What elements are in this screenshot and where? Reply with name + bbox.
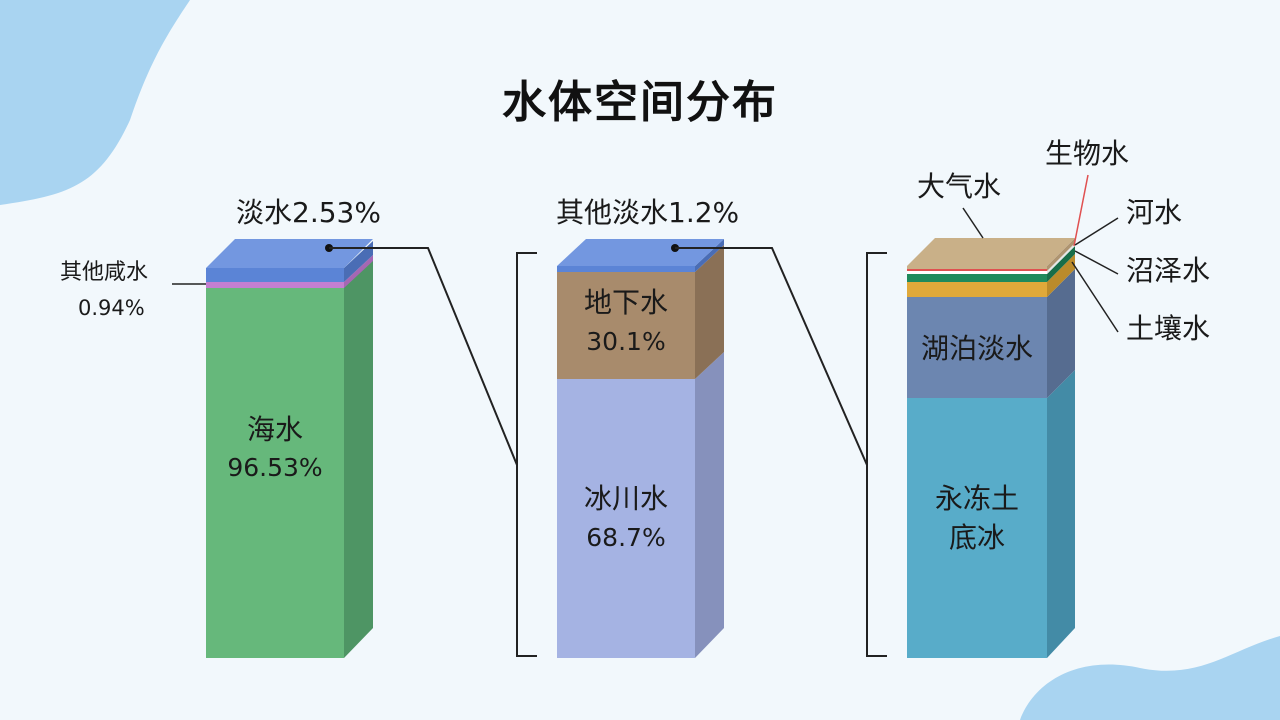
segment-other-saline-side <box>344 255 373 288</box>
label-sea-water-value: 96.53% <box>227 453 323 482</box>
label-glacier-name: 冰川水 <box>583 482 668 515</box>
label-permafrost-line1: 永冻土 <box>934 482 1019 515</box>
segment-groundwater-side <box>695 245 724 379</box>
label-other-saline-name: 其他咸水 <box>60 260 149 285</box>
column-other-freshwater <box>907 238 1075 658</box>
segment-lake-side <box>1047 269 1075 398</box>
label-groundwater-name: 地下水 <box>583 286 668 319</box>
segment-permafrost-side <box>1047 370 1075 658</box>
segment-freshwater <box>206 268 344 282</box>
segment-atmosphere-side <box>1047 238 1075 271</box>
bottom-right-blob <box>1020 636 1280 720</box>
segment-marsh <box>907 274 1047 282</box>
segment-river-side <box>1047 243 1075 274</box>
segment-glacier <box>557 379 695 658</box>
label-other-freshwater-top: 其他淡水1.2% <box>556 196 740 229</box>
segment-permafrost <box>907 398 1047 658</box>
segment-freshwater-side <box>344 241 373 282</box>
segment-atmosphere <box>907 266 1047 269</box>
segment-lake <box>907 297 1047 398</box>
segment-other-saline <box>206 282 344 288</box>
segment-glacier-side <box>695 352 724 658</box>
bracket-column-3 <box>866 252 887 657</box>
label-atmosphere: 大气水 <box>917 170 1002 203</box>
label-other-saline-value: 0.94% <box>78 296 145 320</box>
segment-sea-water-side <box>344 260 373 658</box>
label-sea-water-name: 海水 <box>246 413 303 446</box>
label-permafrost-line2: 底冰 <box>948 521 1005 554</box>
segment-soil <box>907 282 1047 297</box>
bracket-column-2 <box>516 252 537 657</box>
label-glacier-value: 68.7% <box>586 523 666 552</box>
leader-biological <box>1073 174 1089 247</box>
segment-other-freshwater <box>557 266 695 272</box>
page-title: 水体空间分布 <box>502 77 778 128</box>
label-river: 河水 <box>1126 196 1183 229</box>
column-1-top <box>206 239 373 268</box>
label-marsh: 沼泽水 <box>1126 254 1211 287</box>
label-biological: 生物水 <box>1045 137 1130 170</box>
leader-river <box>1074 217 1119 246</box>
segment-soil-side <box>1047 254 1075 297</box>
top-left-blob <box>0 0 190 205</box>
label-lake-freshwater: 湖泊淡水 <box>920 332 1033 365</box>
connector-line-1 <box>329 247 518 466</box>
label-soil: 土壤水 <box>1126 312 1211 345</box>
segment-sea-water <box>206 287 344 658</box>
connector-line-2 <box>675 247 868 466</box>
leader-atmosphere <box>962 207 984 239</box>
segment-river <box>907 271 1047 274</box>
segment-biological <box>907 269 1047 271</box>
segment-marsh-side <box>1047 246 1075 282</box>
column-2-top <box>557 239 724 266</box>
column-global-water <box>206 239 373 658</box>
column-3-top <box>907 238 1075 266</box>
label-freshwater-top: 淡水2.53% <box>236 196 381 229</box>
leader-soil <box>1071 261 1119 333</box>
label-groundwater-value: 30.1% <box>586 327 666 356</box>
leader-marsh <box>1074 250 1119 275</box>
segment-groundwater <box>557 272 695 379</box>
